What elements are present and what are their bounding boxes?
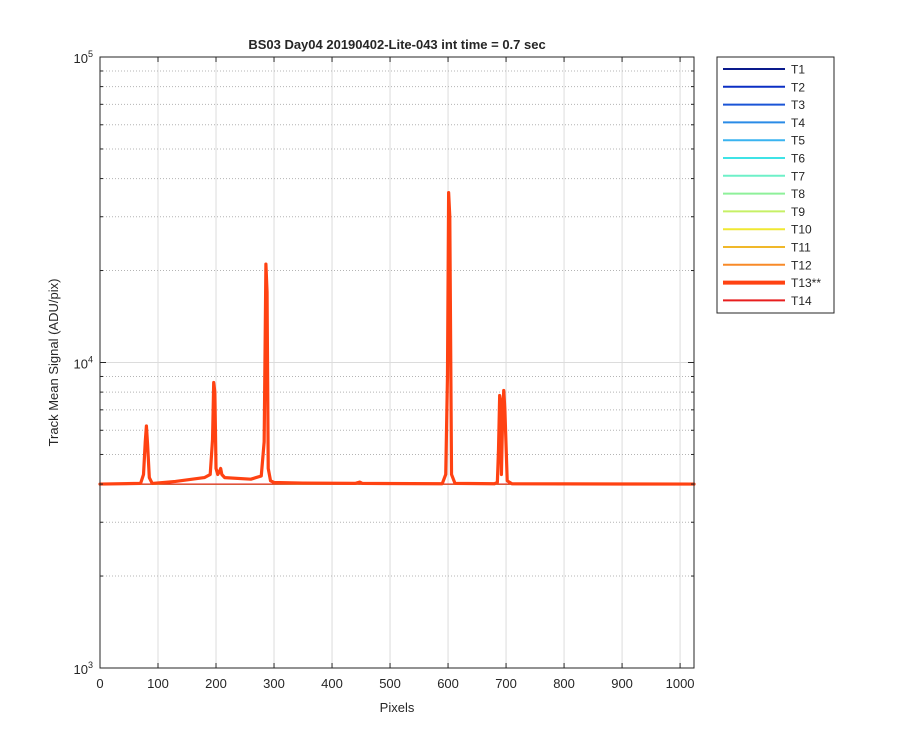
y-tick-label: 105 — [74, 49, 93, 66]
x-tick-label: 200 — [205, 676, 227, 691]
y-tick-label: 103 — [74, 660, 93, 677]
legend-label: T9 — [791, 205, 805, 219]
series-line-t13 — [98, 190, 696, 486]
legend-label: T11 — [791, 241, 811, 255]
x-tick-label: 0 — [96, 676, 103, 691]
legend-label: T13** — [791, 276, 821, 290]
legend-label: T10 — [791, 223, 812, 237]
y-axis-label: Track Mean Signal (ADU/pix) — [46, 279, 61, 447]
legend-label: T7 — [791, 169, 805, 183]
x-tick-label: 600 — [437, 676, 459, 691]
grid-lines — [100, 56, 694, 669]
x-tick-label: 700 — [495, 676, 517, 691]
legend-label: T1 — [791, 63, 805, 77]
x-tick-label: 1000 — [666, 676, 695, 691]
x-axis-label: Pixels — [380, 700, 415, 715]
x-tick-label: 900 — [611, 676, 633, 691]
x-tick-label: 400 — [321, 676, 343, 691]
legend-label: T14 — [791, 294, 812, 308]
legend-label: T8 — [791, 187, 805, 201]
y-tick-label: 104 — [74, 355, 93, 372]
legend-label: T3 — [791, 98, 805, 112]
legend: T1 T2 T3 T4 T5 T6 T7 T8 T9 T10 T11 T12 T13** T14 — [716, 56, 835, 314]
x-tick-label: 500 — [379, 676, 401, 691]
x-tick-label: 100 — [147, 676, 169, 691]
x-tick-label: 300 — [263, 676, 285, 691]
chart-title: BS03 Day04 20190402-Lite-043 int time = … — [248, 37, 545, 52]
legend-label: T5 — [791, 134, 805, 148]
legend-box — [716, 56, 835, 314]
axis-ticks: 0 100 200 300 400 500 600 700 800 900 1000 103 104 10… — [74, 49, 695, 691]
legend-label: T6 — [791, 152, 805, 166]
legend-label: T4 — [791, 116, 805, 130]
legend-label: T12 — [791, 258, 812, 272]
x-tick-label: 800 — [553, 676, 575, 691]
series-layer — [98, 190, 696, 486]
legend-label: T2 — [791, 80, 805, 94]
